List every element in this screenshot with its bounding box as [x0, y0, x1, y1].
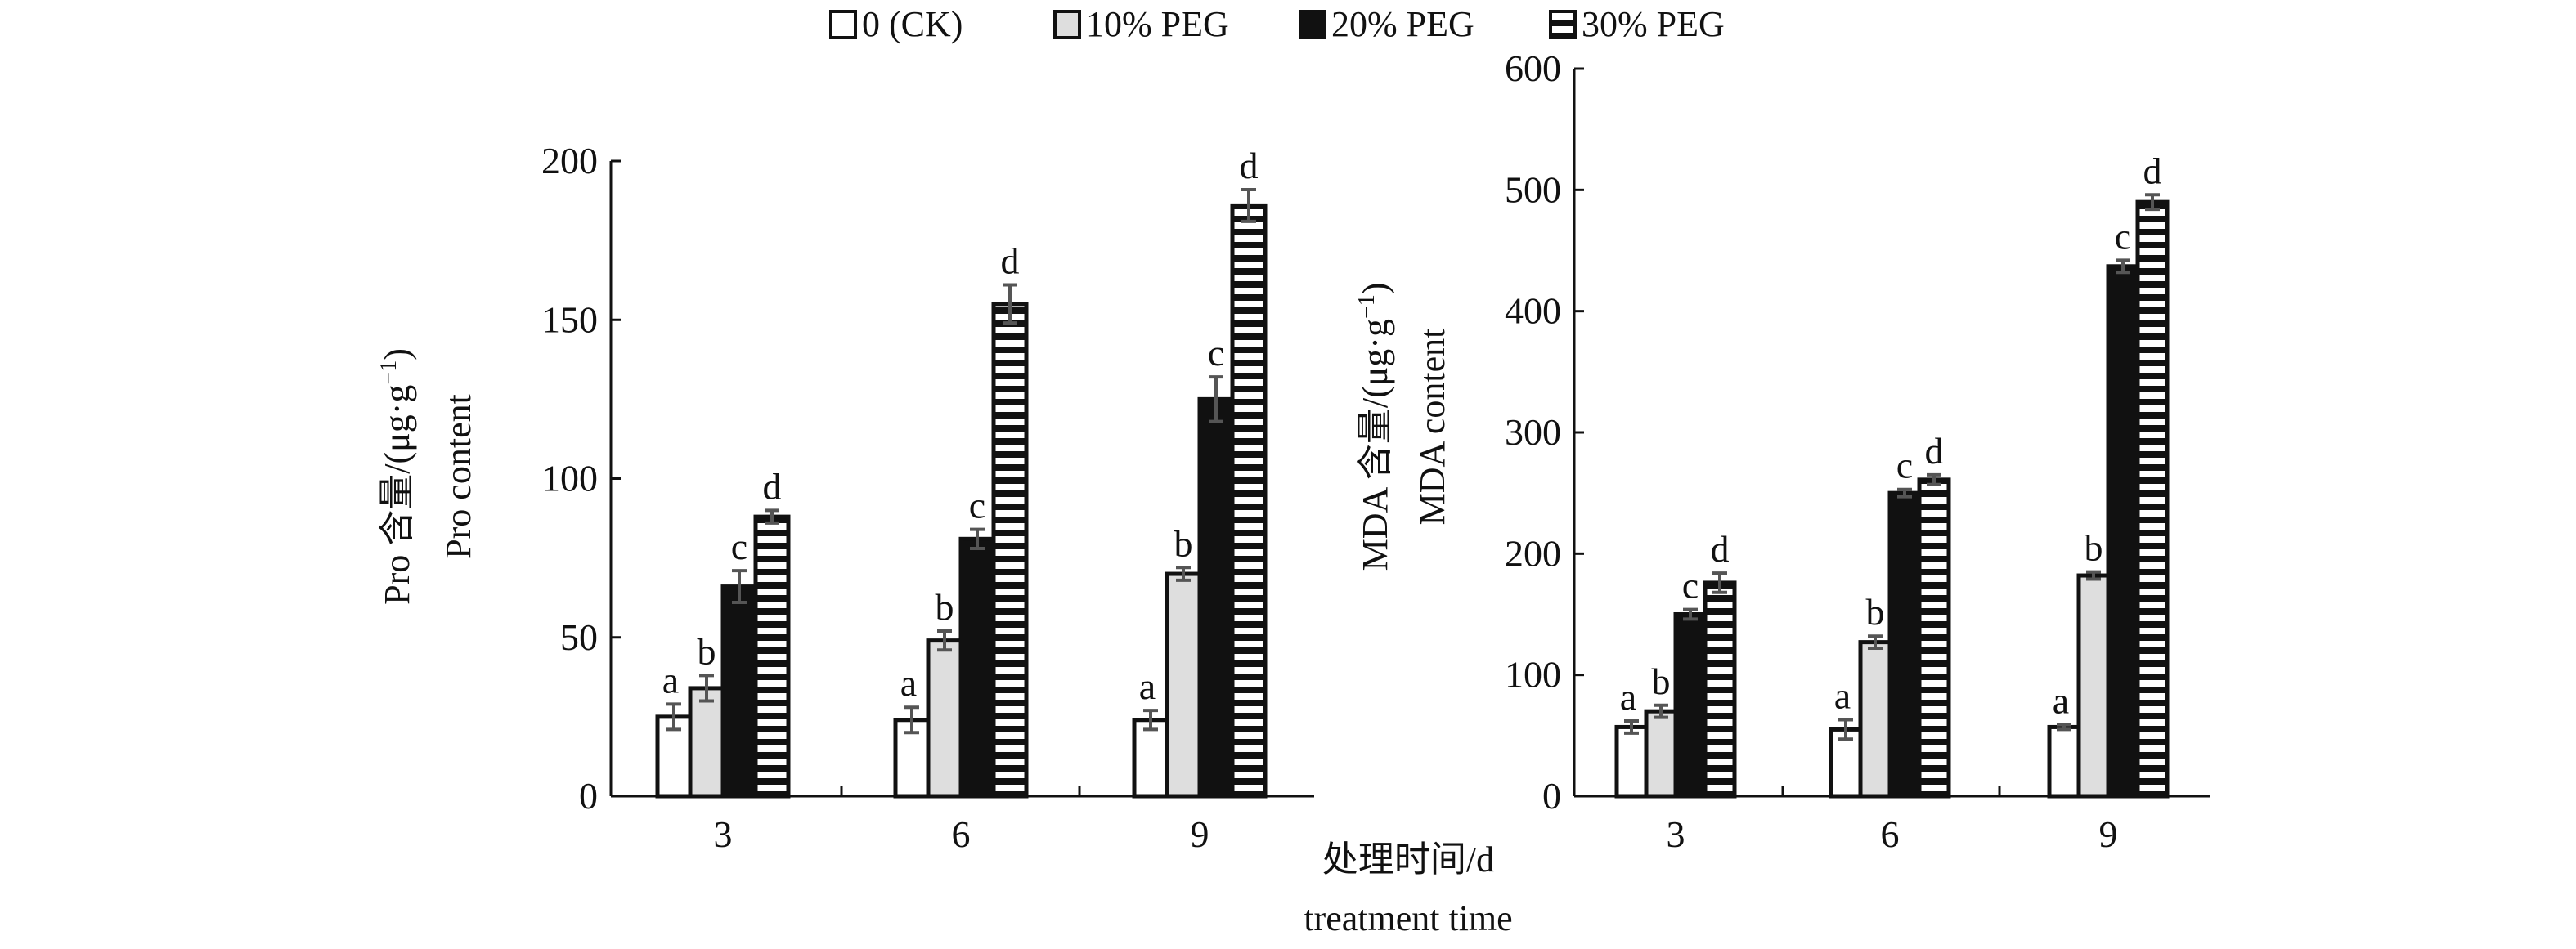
y-axis-title-close: ) — [377, 348, 417, 360]
bar-10-peg — [688, 686, 725, 799]
significance-letter: c — [731, 526, 747, 567]
x-axis-title-cn: 处理时间/d — [1322, 839, 1494, 880]
legend-swatch-3 — [1549, 10, 1577, 39]
significance-letter: c — [1208, 332, 1224, 374]
legend-swatch-1 — [1053, 10, 1081, 39]
bar-10-peg — [1644, 709, 1678, 799]
y-tick-label: 200 — [541, 140, 598, 181]
bar-10-peg — [1858, 640, 1892, 799]
significance-letter: b — [1866, 591, 1885, 633]
x-tick-label: 9 — [1191, 813, 1209, 855]
y-axis-title-superscript: −1 — [1354, 294, 1380, 319]
legend-label-0: 0 (CK) — [862, 4, 963, 44]
x-tick-label: 6 — [952, 813, 971, 855]
legend-label-2: 20% PEG — [1331, 4, 1474, 44]
y-tick-label: 200 — [1505, 532, 1561, 574]
y-tick-label: 400 — [1505, 290, 1561, 332]
x-axis-title-en: treatment time — [1304, 898, 1512, 938]
y-axis-title-cn: Pro 含量/(μg·g−1) — [376, 348, 417, 605]
bar-30-peg — [1917, 477, 1951, 799]
significance-letter: a — [900, 662, 917, 704]
y-axis-title-en: Pro content — [438, 394, 478, 559]
bar-0-ck- — [1132, 718, 1169, 799]
significance-letter: b — [698, 630, 716, 672]
bar-0-ck- — [1614, 724, 1649, 799]
bar-20-peg — [720, 584, 758, 799]
significance-letter: b — [936, 586, 954, 628]
y-tick-label: 100 — [541, 458, 598, 499]
y-axis-title: Pro 含量/(μg·g−1) Pro content — [376, 348, 478, 605]
significance-letter: c — [2115, 215, 2131, 257]
bar-30-peg — [1230, 203, 1268, 799]
significance-letter: d — [1711, 528, 1730, 570]
significance-letter: a — [1620, 676, 1636, 718]
y-axis-title-close: ) — [1355, 283, 1395, 295]
y-tick-label: 500 — [1505, 168, 1561, 210]
y-tick-label: 150 — [541, 298, 598, 340]
bar-10-peg — [2076, 573, 2111, 799]
x-tick-label: 9 — [2099, 813, 2118, 855]
bar-30-peg — [1703, 580, 1737, 799]
significance-letter: d — [2143, 150, 2162, 191]
significance-letter: d — [763, 465, 782, 507]
y-tick-label: 300 — [1505, 411, 1561, 453]
x-axis-title: 处理时间/d treatment time — [1304, 839, 1512, 938]
legend-swatch-0 — [829, 10, 857, 39]
significance-letter: d — [1001, 240, 1020, 282]
significance-letter: a — [1139, 665, 1156, 707]
legend-swatch-2 — [1299, 10, 1326, 39]
significance-letter: b — [1174, 522, 1193, 564]
significance-letter: d — [1925, 430, 1944, 472]
bar-20-peg — [958, 536, 996, 799]
significance-letter: b — [1652, 660, 1671, 702]
y-tick-label: 600 — [1505, 47, 1561, 89]
y-axis-title-cn-main: Pro 含量/(μg·g — [377, 385, 417, 605]
legend: 0 (CK) 10% PEG 20% PEG 30% PEG — [829, 4, 1725, 44]
bar-30-peg — [753, 514, 791, 799]
y-axis-title-cn: MDA 含量/(μg·g−1) — [1354, 283, 1395, 571]
significance-letter: a — [2053, 679, 2069, 721]
bar-0-ck- — [2047, 724, 2081, 799]
bar-20-peg — [1887, 490, 1922, 799]
y-axis-title-en: MDA content — [1412, 329, 1452, 526]
significance-letter: c — [1896, 445, 1913, 486]
legend-label-1: 10% PEG — [1086, 4, 1229, 44]
bar-10-peg — [926, 638, 963, 799]
y-tick-label: 50 — [560, 616, 598, 658]
x-tick-label: 6 — [1881, 813, 1900, 855]
y-tick-label: 0 — [1542, 775, 1561, 817]
bar-20-peg — [1673, 612, 1708, 799]
significance-letter: a — [662, 659, 679, 701]
significance-letter: c — [969, 485, 985, 526]
significance-letter: b — [2085, 527, 2103, 569]
y-tick-label: 100 — [1505, 654, 1561, 696]
significance-letter: c — [1682, 565, 1699, 607]
y-axis-title-cn-main: MDA 含量/(μg·g — [1355, 319, 1395, 571]
bar-20-peg — [1197, 396, 1235, 799]
bar-10-peg — [1165, 571, 1202, 799]
bar-30-peg — [991, 302, 1029, 799]
legend-label-3: 30% PEG — [1582, 4, 1725, 44]
x-tick-label: 3 — [1667, 813, 1685, 855]
x-tick-label: 3 — [714, 813, 733, 855]
bar-30-peg — [2135, 199, 2170, 799]
y-tick-label: 0 — [579, 775, 598, 817]
significance-letter: d — [1240, 145, 1259, 186]
significance-letter: a — [1834, 675, 1851, 717]
y-axis-title: MDA 含量/(μg·g−1) MDA content — [1354, 283, 1452, 571]
bar-20-peg — [2106, 264, 2140, 799]
y-axis-title-superscript: −1 — [376, 360, 402, 385]
